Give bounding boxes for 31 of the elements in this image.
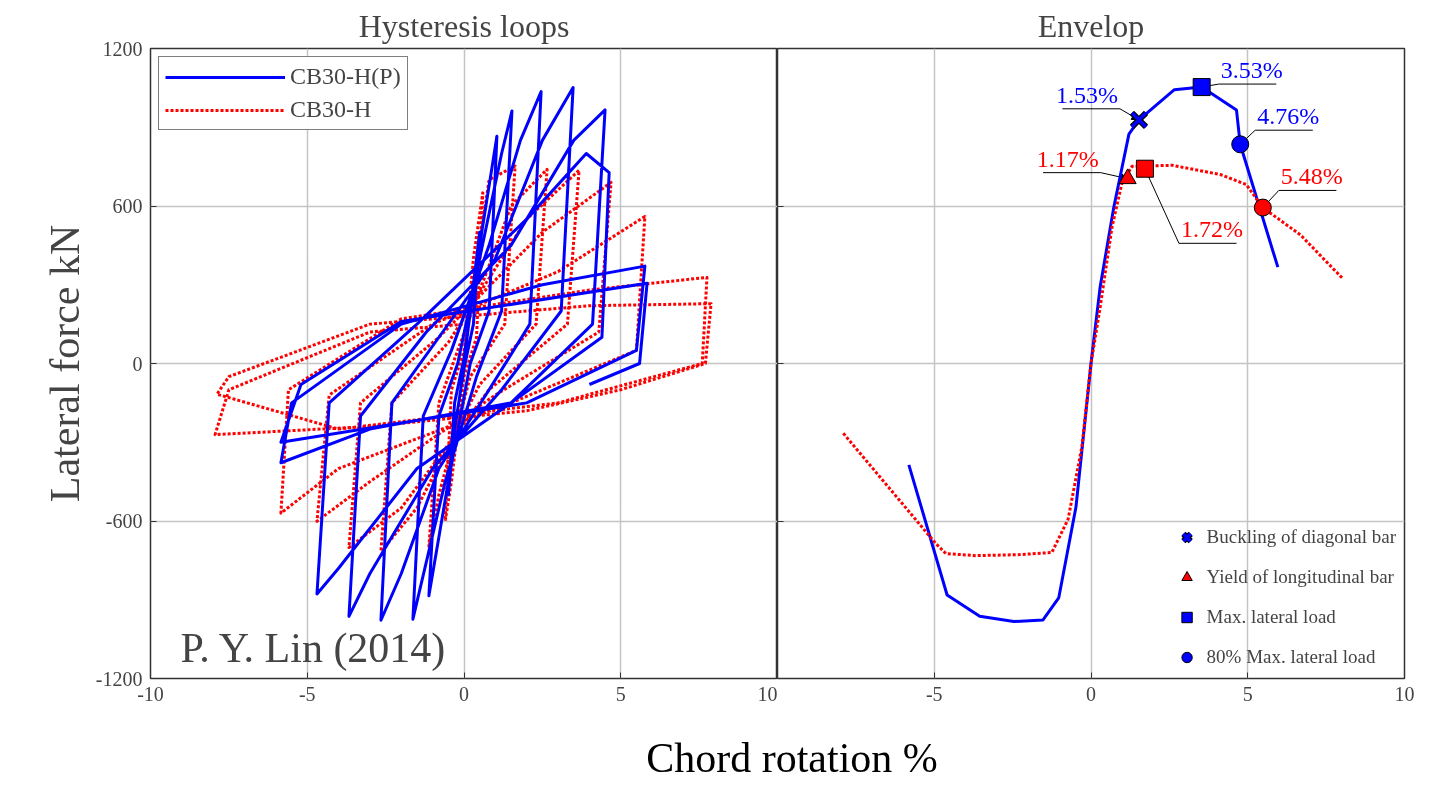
x-tick-label: -5 [925,682,943,705]
legend-label: Max. lateral load [1206,606,1336,628]
y-axis-title: Lateral force kN [41,224,88,503]
x-tick-label: 10 [757,682,778,705]
line-series [213,164,713,553]
y-tick-label: 600 [112,195,143,217]
chart-title: Envelop [1037,7,1145,44]
annotation: 4.76% [1257,103,1320,130]
annotation: P. Y. Lin (2014) [180,624,446,672]
legend-label: CB30-H [290,96,372,123]
x-tick-label: 0 [1086,682,1096,705]
annotation: 1.72% [1180,216,1243,243]
x-tick-label: 10 [1394,682,1415,705]
annotation: 1.17% [1036,145,1099,172]
y-tick-label: 0 [132,352,143,375]
legend-label: 80% Max. lateral load [1206,646,1376,668]
x-tick-label: 5 [1242,682,1253,705]
annotation: 1.53% [1055,81,1118,108]
x-tick-label: 5 [615,682,626,705]
annotation: 3.53% [1220,57,1283,84]
legend-label: Buckling of diagonal bar [1206,526,1396,548]
y-tick-label: -1200 [95,667,143,690]
x-tick-label: 0 [459,682,469,705]
chart-title: Hysteresis loops [358,7,570,44]
legend-label: Yield of longitudinal bar [1206,566,1394,588]
y-tick-label: 1200 [102,37,143,60]
annotation: 5.48% [1280,163,1343,190]
legend-label: CB30-H(P) [290,63,401,90]
x-tick-label: -5 [298,682,316,705]
x-axis-title: Chord rotation % [646,734,938,783]
y-tick-label: -600 [105,510,143,532]
